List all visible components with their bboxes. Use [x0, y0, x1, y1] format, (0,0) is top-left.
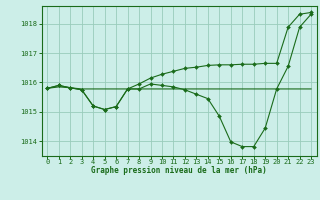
X-axis label: Graphe pression niveau de la mer (hPa): Graphe pression niveau de la mer (hPa) — [91, 166, 267, 175]
